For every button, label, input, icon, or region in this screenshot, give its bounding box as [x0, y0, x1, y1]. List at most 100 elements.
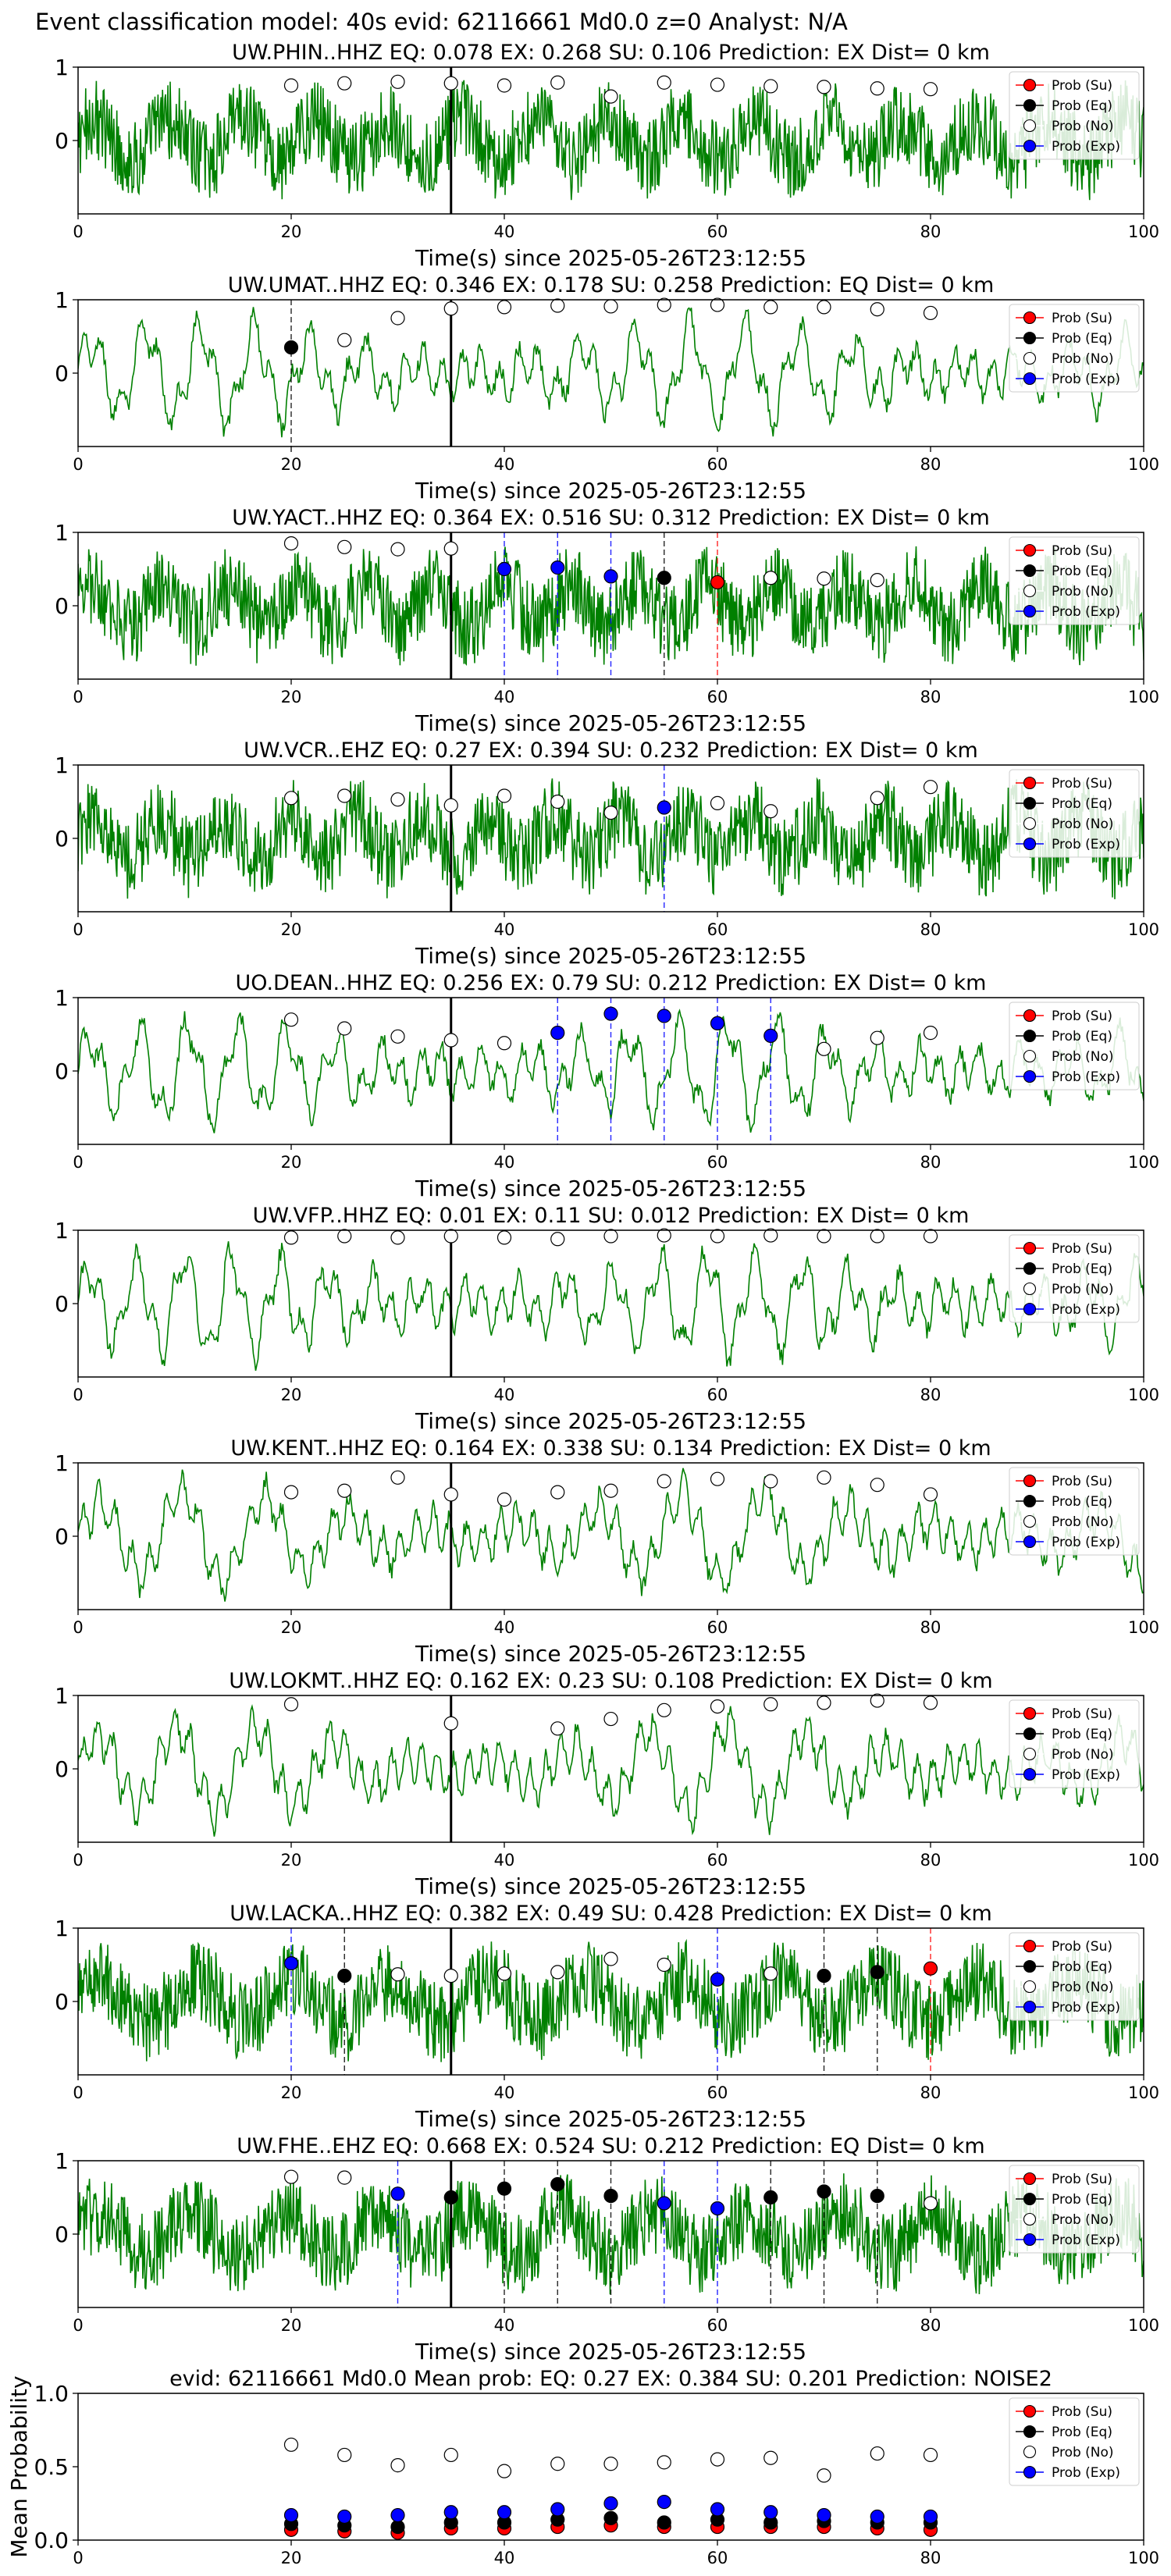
x-tick-label: 20 — [281, 2083, 302, 2102]
prob-point-no — [443, 76, 458, 91]
prob-point-no — [870, 1030, 884, 1045]
legend-marker — [1023, 119, 1037, 133]
panel-title: UW.LOKMT..HHZ EQ: 0.162 EX: 0.23 SU: 0.1… — [229, 1669, 992, 1693]
prob-point-no — [550, 1965, 565, 1980]
prob-point-no — [337, 788, 352, 803]
prob-point-eq — [337, 1969, 352, 1984]
legend-marker — [1023, 1049, 1037, 1063]
panel-3: 0 20 40 60 80 100 0 1 UW.VCR..EHZ EQ: 0.27 EX: 0… — [55, 738, 1159, 969]
prob-point-no — [923, 1487, 938, 1502]
y-tick-label: 0 — [55, 1756, 69, 1782]
prob-point-exp — [283, 1956, 299, 1971]
legend-marker — [1023, 564, 1037, 578]
panel-1: 0 20 40 60 80 100 0 1 UW.UMAT..HHZ EQ: 0.346 EX:… — [55, 273, 1159, 503]
legend-marker — [1023, 2192, 1037, 2206]
prob-point-no — [390, 1967, 405, 1982]
panel-title: UW.KENT..HHZ EQ: 0.164 EX: 0.338 SU: 0.1… — [230, 1436, 991, 1461]
x-tick-label: 60 — [707, 1153, 728, 1172]
legend-label: Prob (Su) — [1052, 2172, 1112, 2187]
prob-point-no — [550, 75, 565, 90]
prob-point-no — [710, 1699, 725, 1714]
prob-point-no — [283, 78, 299, 93]
prob-point-no — [550, 1721, 565, 1736]
prob-point-exp — [923, 2509, 938, 2524]
prob-point-no — [337, 1483, 352, 1498]
prob-point-no — [443, 1969, 458, 1984]
x-tick-label: 40 — [494, 1153, 515, 1172]
legend: Prob (Su) Prob (Eq) Prob (No) Prob (Exp) — [1009, 1002, 1140, 1091]
legend-label: Prob (Exp) — [1052, 372, 1120, 387]
prob-point-exp — [497, 561, 512, 577]
waveform-trace — [78, 80, 1144, 201]
legend-box — [1009, 536, 1140, 625]
legend-label: Prob (Eq) — [1052, 98, 1112, 114]
x-tick-label: 80 — [920, 222, 941, 241]
prob-point-exp — [283, 2507, 299, 2523]
prob-point-eq — [283, 340, 299, 355]
legend-marker — [1023, 1939, 1037, 1953]
prob-point-eq — [870, 2189, 884, 2204]
prob-point-no — [443, 541, 458, 556]
prob-point-no — [763, 1697, 778, 1712]
prob-point-no — [337, 1229, 352, 1244]
legend-label: Prob (Su) — [1052, 78, 1112, 94]
prob-point-no — [710, 1229, 725, 1244]
waveform-trace — [78, 307, 1144, 438]
figure-title: Event classification model: 40s evid: 62… — [35, 9, 848, 35]
x-tick-label: 20 — [281, 455, 302, 474]
legend-label: Prob (Su) — [1052, 1009, 1112, 1024]
prob-point-exp — [550, 1026, 565, 1041]
prob-point-no — [657, 297, 671, 312]
legend-marker — [1023, 1706, 1037, 1720]
panel-title: evid: 62116661 Md0.0 Mean prob: EQ: 0.27… — [169, 2367, 1052, 2391]
legend-marker — [1023, 776, 1037, 790]
panel-title: UW.UMAT..HHZ EQ: 0.346 EX: 0.178 SU: 0.2… — [228, 273, 995, 297]
y-tick-label: 1 — [55, 1218, 69, 1244]
x-tick-label: 0 — [73, 688, 83, 706]
y-tick-label: 0 — [55, 1059, 69, 1084]
prob-point-no — [443, 798, 458, 813]
x-tick-label: 100 — [1128, 1386, 1159, 1404]
x-tick-label: 20 — [281, 1618, 302, 1637]
x-tick-label: 40 — [494, 455, 515, 474]
prob-point-no — [657, 1957, 671, 1973]
prob-point-eq — [603, 2189, 618, 2204]
prob-point-no — [603, 1711, 618, 1727]
legend-label: Prob (Eq) — [1052, 1959, 1112, 1975]
y-tick-label: 1 — [55, 1916, 69, 1941]
prob-point-exp — [657, 2196, 671, 2211]
prob-point-no — [870, 572, 884, 588]
x-tick-label: 60 — [707, 2549, 728, 2567]
prob-point-no — [923, 1026, 938, 1041]
panel-title: UW.PHIN..HHZ EQ: 0.078 EX: 0.268 SU: 0.1… — [232, 41, 990, 65]
x-axis-label: Time(s) since 2025-05-26T23:12:55 — [415, 2339, 806, 2364]
legend-label: Prob (Su) — [1052, 1706, 1112, 1722]
prob-point-no — [923, 1695, 938, 1710]
x-tick-label: 100 — [1128, 455, 1159, 474]
prob-point-no — [657, 1228, 671, 1243]
x-tick-label: 100 — [1128, 2316, 1159, 2335]
x-tick-label: 80 — [920, 2316, 941, 2335]
prob-point-no — [497, 1966, 512, 1981]
legend-marker — [1023, 1029, 1037, 1043]
prob-point-eq — [657, 571, 671, 585]
prob-point-no — [710, 795, 725, 810]
prob-point-no — [763, 2450, 778, 2465]
prob-point-eq — [763, 2190, 778, 2205]
legend-label: Prob (Exp) — [1052, 1767, 1120, 1783]
legend-marker — [1023, 1474, 1037, 1488]
legend-label: Prob (Exp) — [1052, 1535, 1120, 1550]
y-tick-label: 0.5 — [34, 2454, 69, 2480]
y-tick-label: 1.0 — [34, 2381, 69, 2407]
prob-point-exp — [603, 569, 618, 584]
prob-point-no — [390, 792, 405, 807]
x-axis-label: Time(s) since 2025-05-26T23:12:55 — [415, 245, 806, 271]
waveform-trace — [78, 777, 1144, 899]
panel-7: 0 20 40 60 80 100 0 1 UW.LOKMT..HHZ EQ: 0.162 EX… — [55, 1669, 1159, 1899]
legend-marker — [1023, 1514, 1037, 1528]
x-tick-label: 40 — [494, 1851, 515, 1870]
legend-label: Prob (Eq) — [1052, 1494, 1112, 1510]
prob-point-exp — [337, 2509, 352, 2524]
